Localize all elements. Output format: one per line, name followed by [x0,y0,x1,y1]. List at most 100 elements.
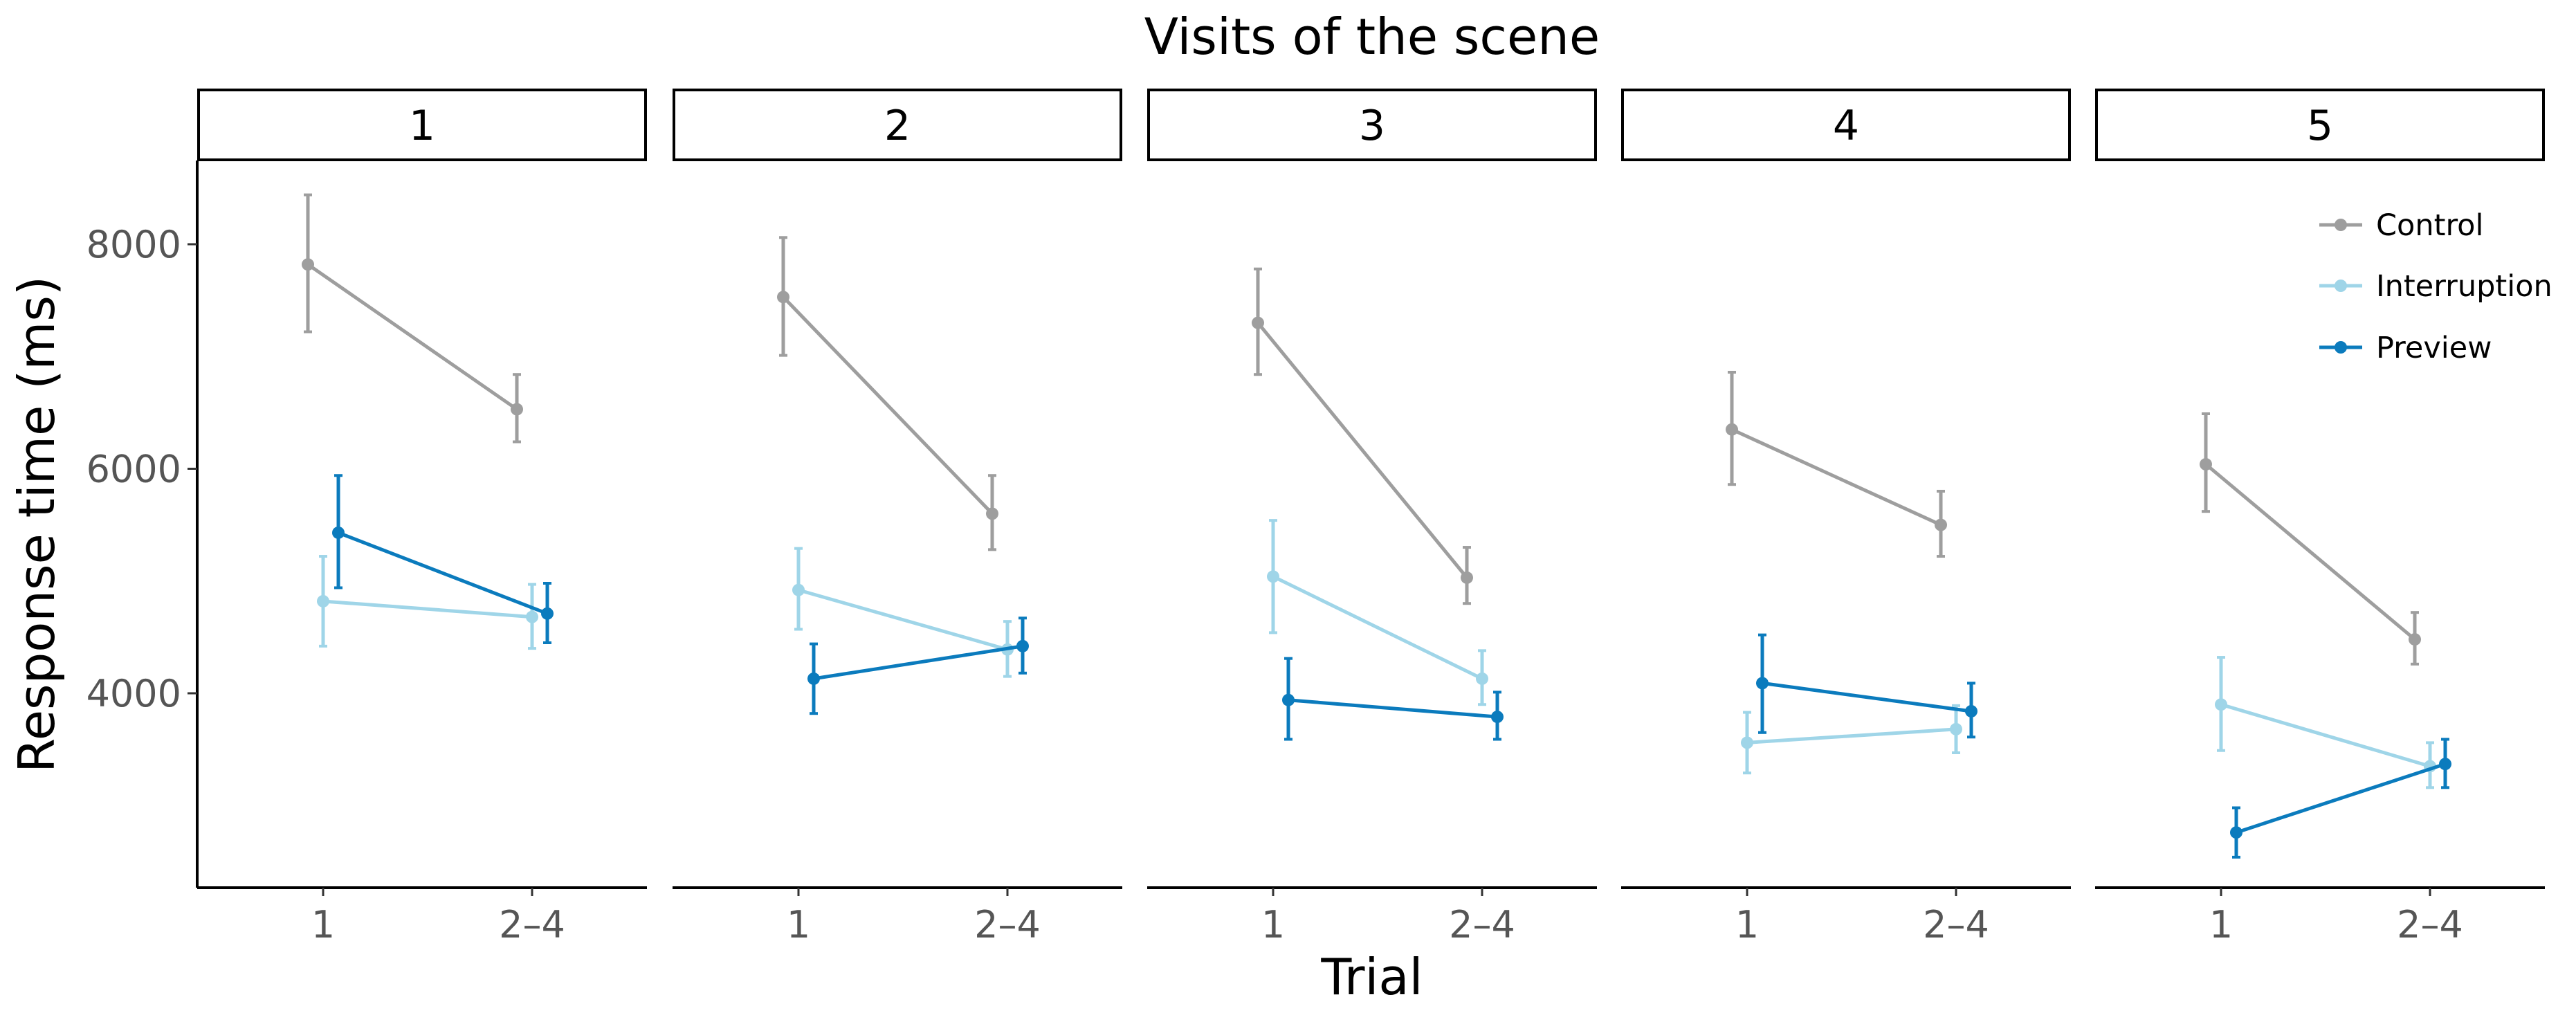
legend-item-control: Control [2319,208,2483,243]
facet-label: 5 [2307,102,2333,150]
data-point [1016,639,1029,652]
facet-strip [197,89,647,161]
series-line [2220,702,2431,768]
series-line [2204,463,2416,641]
chart-title: Visits of the scene [1144,8,1600,66]
panel-5: 5 1 2–4 [2095,89,2545,947]
x-axis-label: Trial [1320,948,1423,1006]
series-control [777,236,998,551]
data-point [511,403,523,416]
data-point [1491,711,1504,724]
series-line [1746,727,1957,744]
series-control [302,193,523,444]
legend-label: Interruption [2376,269,2552,304]
x-tick-label: 2–4 [2397,903,2463,947]
data-point [1741,736,1753,749]
series-line [1762,681,1972,713]
series-line [1288,698,1498,719]
legend-item-preview: Preview [2319,331,2492,365]
data-point [1935,518,1947,531]
series-interruption [2215,656,2436,789]
series-line [338,531,548,616]
data-point [1476,672,1488,685]
series-preview [807,616,1029,715]
panel-3: 3 1 2–4 [1147,89,1597,947]
data-point [317,594,329,607]
data-point [777,291,789,304]
data-point [1252,316,1264,329]
data-point [332,526,345,539]
panel-4: 4 1 2–4 [1621,89,2071,947]
y-tick-label: 8000 [86,223,181,266]
series-preview [332,474,554,644]
series-preview [2230,738,2451,859]
data-point [1461,571,1473,584]
data-point [2230,826,2242,839]
x-tick-label: 1 [311,903,335,947]
legend-key-point [2335,280,2347,292]
data-point [541,607,554,620]
series-line [1730,428,1942,527]
legend-label: Preview [2376,331,2492,365]
data-point [1726,423,1738,436]
facet-strip [2095,89,2545,161]
y-tick-label: 6000 [86,448,181,491]
data-point [986,507,998,520]
data-point [302,258,314,271]
data-point [2200,458,2212,471]
series-line [1272,575,1483,681]
x-tick-label: 2–4 [1923,903,1989,947]
x-tick-label: 2–4 [974,903,1041,947]
x-tick-label: 2–4 [499,903,565,947]
legend-key-point [2335,219,2347,231]
facet-label: 3 [1359,102,1385,150]
series-line [307,263,518,411]
x-tick-label: 2–4 [1449,903,1515,947]
series-line [782,295,994,515]
x-tick-label: 1 [2209,903,2233,947]
series-line [2236,762,2446,834]
facet-label: 4 [1833,102,1859,150]
series-line [813,644,1023,681]
x-tick-label: 1 [787,903,810,947]
series-control [1252,267,1473,605]
facet-label: 2 [884,102,911,150]
legend-key-point [2335,341,2347,354]
data-point [1965,704,1977,717]
facet-strip [1147,89,1597,161]
y-axis-label: Response time (ms) [8,276,66,773]
series-interruption [317,555,538,650]
series-interruption [1741,704,1962,775]
data-point [1282,693,1295,706]
series-line [1257,321,1468,579]
series-preview [1282,657,1504,741]
series-interruption [1267,519,1488,706]
panel-2: 2 1 2–4 [673,89,1122,947]
data-point [792,583,805,596]
x-tick-label: 1 [1735,903,1759,947]
data-point [1267,570,1279,583]
data-point [807,672,820,685]
facet-label: 1 [409,102,435,150]
data-point [2409,633,2421,646]
data-point [1950,722,1962,735]
legend-label: Control [2376,208,2483,243]
series-preview [1756,633,1977,739]
data-point [526,610,538,623]
series-interruption [792,547,1014,678]
series-line [798,588,1008,652]
data-point [2215,698,2227,711]
y-tick-label: 4000 [86,672,181,715]
series-control [2200,412,2421,666]
series-control [1726,370,1947,558]
legend: Control Interruption Preview [2319,208,2552,365]
x-tick-label: 1 [1261,903,1285,947]
series-line [322,599,533,619]
data-point [2439,758,2451,771]
facet-strip [1621,89,2071,161]
data-point [1756,677,1769,690]
legend-item-interruption: Interruption [2319,269,2552,304]
panel-1: 1 1 2–4 [196,89,647,947]
facet-strip [673,89,1122,161]
